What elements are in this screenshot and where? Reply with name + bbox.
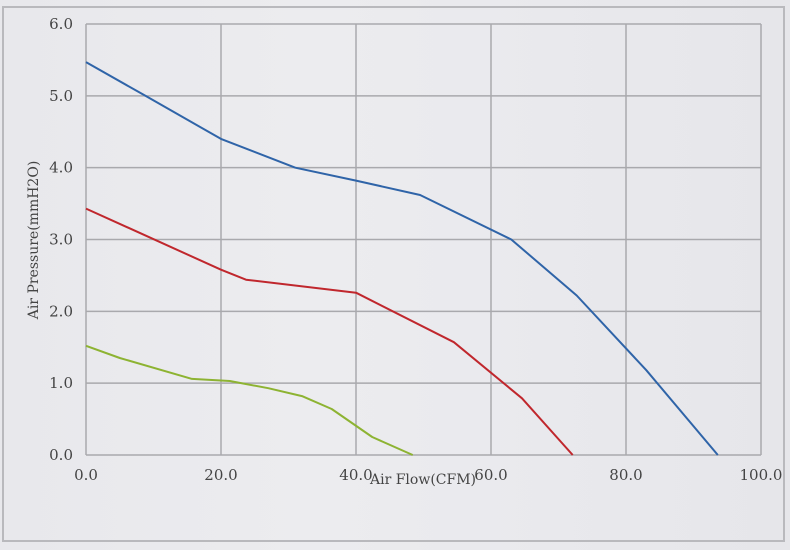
y-tick-label: 3.0 [49, 231, 73, 249]
x-axis-title: Air Flow(CFM) [369, 472, 476, 488]
series-line-medium-speed [85, 207, 574, 456]
x-tick-label: 20.0 [204, 466, 237, 484]
x-tick-label: 100.0 [740, 466, 783, 484]
y-axis-ticks: 0.0 1.0 2.0 3.0 4.0 5.0 6.0 [49, 15, 73, 464]
y-tick-label: 2.0 [49, 302, 73, 320]
series-line-low-speed [85, 344, 414, 456]
series-lines [85, 61, 719, 456]
x-tick-label: 0.0 [74, 466, 98, 484]
chart-frame [2, 6, 785, 542]
y-tick-label: 0.0 [49, 446, 73, 464]
y-tick-label: 4.0 [49, 159, 73, 177]
y-tick-label: 1.0 [49, 374, 73, 392]
y-tick-label: 5.0 [49, 87, 73, 105]
x-axis-ticks: 0.0 20.0 40.0 60.0 80.0 100.0 [74, 466, 782, 484]
series-line-high-speed [85, 61, 719, 456]
x-tick-label: 80.0 [609, 466, 642, 484]
y-tick-label: 6.0 [49, 15, 73, 33]
y-axis-title: Air Pressure(mmH2O) [26, 161, 42, 321]
x-tick-label: 40.0 [339, 466, 372, 484]
x-tick-label: 60.0 [474, 466, 507, 484]
grid-lines [85, 23, 762, 456]
